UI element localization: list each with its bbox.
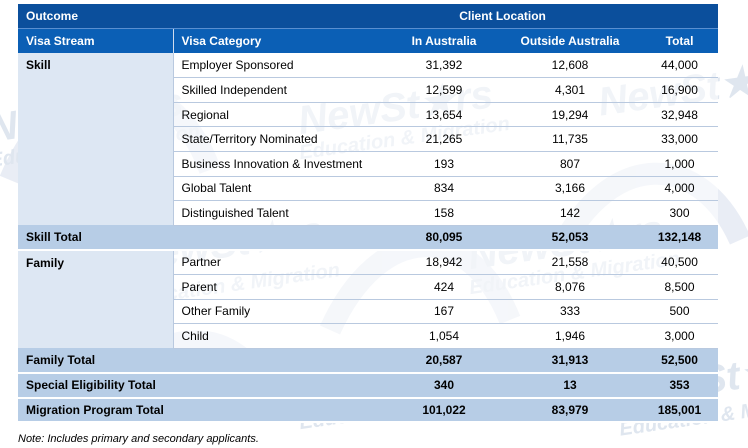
- total-cell: 40,500: [641, 249, 719, 276]
- migration-program-total-row: Migration Program Total 101,022 83,979 1…: [18, 397, 719, 424]
- in-australia-cell: 158: [389, 200, 500, 226]
- category-cell: Distinguished Talent: [172, 200, 390, 226]
- outside-australia-cell: 8,076: [499, 274, 642, 300]
- in-australia-cell: 20,587: [389, 348, 500, 374]
- total-cell: 132,148: [641, 225, 719, 251]
- outside-australia-cell: 83,979: [499, 397, 642, 424]
- category-cell: Global Talent: [172, 176, 390, 202]
- in-australia-cell: 193: [389, 151, 500, 177]
- in-australia-cell: 21,265: [389, 126, 500, 153]
- category-cell: Other Family: [172, 299, 390, 325]
- outside-australia-cell: 13: [499, 372, 642, 399]
- category-cell: Parent: [172, 274, 390, 300]
- table-row: Skilled Independent 12,599 4,301 16,900: [18, 77, 719, 103]
- outside-australia-cell: 31,913: [499, 348, 642, 374]
- total-cell: 185,001: [641, 397, 719, 424]
- table-row: Skill Employer Sponsored 31,392 12,608 4…: [18, 53, 719, 226]
- client-location-header: Client Location: [389, 4, 719, 29]
- total-cell: 300: [641, 200, 719, 226]
- stream-family: Family: [18, 249, 173, 349]
- in-australia-cell: 13,654: [389, 102, 500, 128]
- special-eligibility-total-row: Special Eligibility Total 340 13 353: [18, 372, 719, 399]
- skill-total-row: Skill Total 80,095 52,053 132,148: [18, 225, 719, 251]
- in-australia-cell: 340: [389, 372, 500, 399]
- header-row-outcome: Outcome Client Location: [18, 4, 719, 29]
- outside-australia-header: Outside Australia: [499, 28, 642, 54]
- total-cell: 8,500: [641, 274, 719, 300]
- visa-program-table: Outcome Client Location Visa Stream Visa…: [18, 4, 719, 424]
- category-cell: Regional: [172, 102, 390, 128]
- family-total-row: Family Total 20,587 31,913 52,500: [18, 348, 719, 374]
- total-cell: 44,000: [641, 53, 719, 79]
- outside-australia-cell: 19,294: [499, 102, 642, 128]
- table-row: Distinguished Talent 158 142 300: [18, 200, 719, 226]
- category-cell: Partner: [172, 249, 390, 276]
- in-australia-cell: 80,095: [389, 225, 500, 251]
- table-row: Regional 13,654 19,294 32,948: [18, 102, 719, 128]
- table-row: Global Talent 834 3,166 4,000: [18, 176, 719, 202]
- outside-australia-cell: 807: [499, 151, 642, 177]
- total-cell: 4,000: [641, 176, 719, 202]
- table-row: Child 1,054 1,946 3,000: [18, 323, 719, 349]
- outside-australia-cell: 11,735: [499, 126, 642, 153]
- total-cell: 52,500: [641, 348, 719, 374]
- special-eligibility-label: Special Eligibility Total: [18, 372, 390, 399]
- in-australia-header: In Australia: [389, 28, 500, 54]
- in-australia-cell: 18,942: [389, 249, 500, 276]
- outcome-header: Outcome: [18, 4, 390, 29]
- visa-category-header: Visa Category: [172, 28, 390, 54]
- table-row: State/Territory Nominated 21,265 11,735 …: [18, 126, 719, 153]
- in-australia-cell: 1,054: [389, 323, 500, 349]
- header-row-columns: Visa Stream Visa Category In Australia O…: [18, 28, 719, 54]
- table-row: Family Partner 18,942 21,558 40,500: [18, 249, 719, 349]
- total-cell: 353: [641, 372, 719, 399]
- outside-australia-cell: 1,946: [499, 323, 642, 349]
- skill-total-label: Skill Total: [18, 225, 390, 251]
- category-cell: Child: [172, 323, 390, 349]
- category-cell: Business Innovation & Investment: [172, 151, 390, 177]
- outside-australia-cell: 3,166: [499, 176, 642, 202]
- in-australia-cell: 834: [389, 176, 500, 202]
- total-header: Total: [641, 28, 719, 54]
- table-row: Business Innovation & Investment 193 807…: [18, 151, 719, 177]
- category-cell: Employer Sponsored: [172, 53, 390, 79]
- total-cell: 16,900: [641, 77, 719, 103]
- in-australia-cell: 167: [389, 299, 500, 325]
- total-cell: 33,000: [641, 126, 719, 153]
- footnote: Note: Includes primary and secondary app…: [18, 433, 259, 445]
- category-cell: State/Territory Nominated: [172, 126, 390, 153]
- in-australia-cell: 12,599: [389, 77, 500, 103]
- outside-australia-cell: 4,301: [499, 77, 642, 103]
- in-australia-cell: 31,392: [389, 53, 500, 79]
- category-cell: Skilled Independent: [172, 77, 390, 103]
- migration-program-label: Migration Program Total: [18, 397, 390, 424]
- stream-skill: Skill: [18, 53, 173, 226]
- family-total-label: Family Total: [18, 348, 390, 374]
- table-row: Other Family 167 333 500: [18, 299, 719, 325]
- outside-australia-cell: 12,608: [499, 53, 642, 79]
- total-cell: 3,000: [641, 323, 719, 349]
- in-australia-cell: 424: [389, 274, 500, 300]
- visa-stream-header: Visa Stream: [18, 28, 173, 54]
- table-row: Parent 424 8,076 8,500: [18, 274, 719, 300]
- in-australia-cell: 101,022: [389, 397, 500, 424]
- outside-australia-cell: 52,053: [499, 225, 642, 251]
- outside-australia-cell: 21,558: [499, 249, 642, 276]
- outside-australia-cell: 333: [499, 299, 642, 325]
- total-cell: 1,000: [641, 151, 719, 177]
- total-cell: 500: [641, 299, 719, 325]
- total-cell: 32,948: [641, 102, 719, 128]
- outside-australia-cell: 142: [499, 200, 642, 226]
